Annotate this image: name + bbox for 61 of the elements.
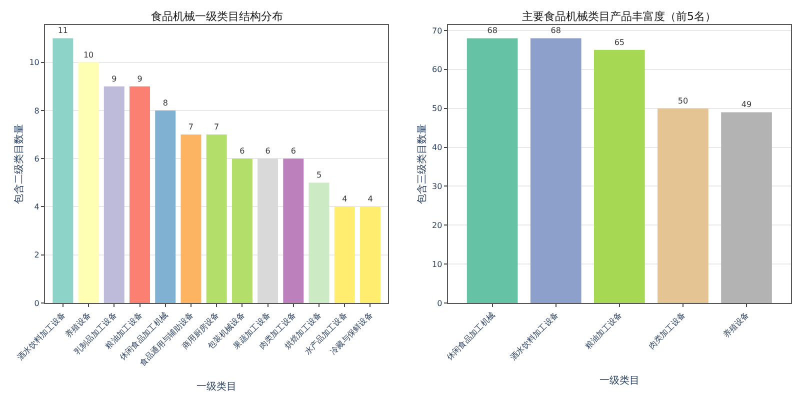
- data-label: 10: [83, 50, 94, 60]
- x-axis-title: 一级类目: [196, 380, 237, 392]
- data-label: 7: [188, 122, 194, 132]
- data-label: 4: [342, 194, 348, 204]
- data-label: 49: [741, 100, 752, 110]
- y-tick-label: 60: [432, 65, 442, 74]
- bar: [594, 50, 645, 303]
- data-label: 5: [316, 170, 322, 180]
- data-label: 50: [678, 96, 688, 106]
- data-label: 68: [487, 26, 498, 36]
- y-axis-title: 包含二级类目数量: [13, 124, 26, 204]
- data-label: 6: [265, 146, 270, 156]
- data-label: 68: [550, 26, 561, 36]
- bar: [258, 158, 278, 303]
- bar: [206, 134, 227, 303]
- y-tick-label: 70: [432, 26, 442, 36]
- x-tick-label: 休闲食品加工机械: [444, 310, 497, 362]
- y-tick-label: 40: [432, 143, 442, 152]
- data-label: 4: [368, 194, 373, 204]
- y-tick-label: 0: [437, 298, 442, 308]
- y-tick-label: 20: [432, 220, 442, 230]
- y-tick-label: 8: [34, 106, 40, 116]
- bar: [308, 182, 330, 303]
- bar: [104, 86, 124, 303]
- data-label: 65: [614, 38, 625, 47]
- y-tick-label: 10: [432, 260, 442, 269]
- chart-title: 食品机械一级类目结构分布: [151, 10, 283, 23]
- y-tick-label: 30: [432, 182, 442, 191]
- x-tick-label: 粮油加工设备: [583, 310, 624, 351]
- data-label: 9: [112, 74, 117, 84]
- y-tick-label: 4: [34, 202, 40, 212]
- data-label: 6: [290, 146, 296, 156]
- bar: [721, 112, 772, 303]
- y-tick-label: 10: [29, 58, 40, 68]
- bar: [466, 38, 518, 303]
- bar: [360, 206, 380, 303]
- bar: [283, 158, 304, 303]
- bar: [530, 38, 582, 303]
- x-tick-label: 养殖设备: [722, 310, 751, 340]
- bar: [78, 62, 99, 303]
- bar: [180, 134, 202, 303]
- bar: [334, 206, 355, 303]
- y-tick-label: 6: [34, 154, 40, 164]
- data-label: 8: [162, 98, 168, 108]
- bar: [130, 86, 150, 303]
- x-tick-label: 酒水饮料加工设备: [508, 310, 560, 362]
- x-axis-title: 一级类目: [599, 374, 640, 387]
- y-axis-title: 包含三级类目数量: [416, 124, 428, 204]
- y-tick-label: 0: [34, 298, 40, 308]
- data-label: 7: [214, 122, 220, 132]
- x-tick-label: 肉类加工设备: [646, 310, 688, 351]
- y-tick-label: 50: [432, 104, 442, 114]
- chart-title: 主要食品机械类目产品丰富度（前5名）: [522, 10, 716, 23]
- data-label: 9: [137, 74, 142, 84]
- data-label: 6: [240, 146, 245, 156]
- bar: [52, 38, 74, 303]
- bar: [658, 108, 708, 303]
- y-tick-label: 2: [34, 250, 40, 260]
- bar: [155, 110, 176, 303]
- bar: [232, 158, 252, 303]
- data-label: 11: [58, 26, 68, 36]
